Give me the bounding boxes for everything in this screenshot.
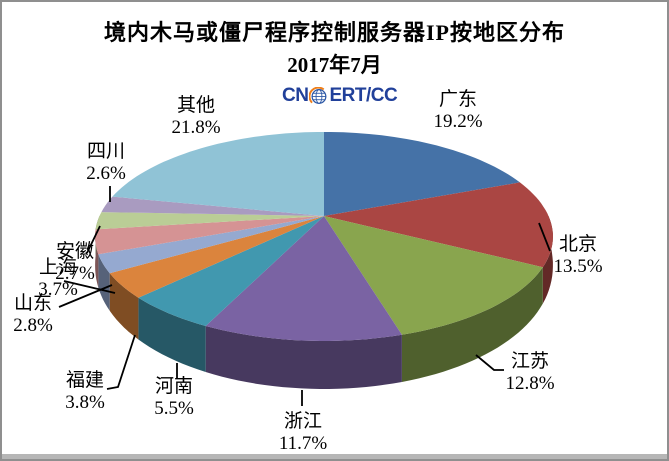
pie-label-other: 其他 21.8%	[171, 95, 220, 139]
pie-label-henan: 河南 5.5%	[154, 376, 194, 420]
pie-slice-anhui	[95, 212, 324, 230]
pie-slice-jiangsu	[324, 216, 543, 335]
pie-slice-shanghai	[95, 216, 324, 255]
globe-icon	[309, 86, 327, 104]
pie-label-beijing: 北京 13.5%	[553, 234, 602, 278]
pie-label-percent: 11.7%	[278, 433, 328, 454]
chart-subtitle: 2017年7月	[287, 53, 382, 77]
pie-slice-side-zhejiang	[205, 326, 402, 389]
pie-label-percent: 3.8%	[65, 392, 105, 413]
pie-label-jiangsu: 江苏 12.8%	[505, 351, 554, 395]
pie-label-percent: 2.6%	[86, 163, 126, 184]
pie-label-name: 河南	[154, 376, 194, 397]
pie-slice-side-jiangsu	[401, 267, 543, 382]
leader-line-anhui	[86, 225, 101, 254]
pie-label-name: 其他	[176, 95, 216, 116]
leader-line-jiangsu	[475, 354, 504, 371]
pie-slice-side-shandong	[98, 254, 110, 311]
pie-label-percent: 13.5%	[553, 256, 603, 277]
cncert-logo: CN ERT/CC	[282, 85, 398, 107]
pie-slice-other	[112, 132, 325, 216]
pie-label-name: 浙江	[283, 411, 322, 432]
pie-label-zhejiang: 浙江 11.7%	[279, 411, 327, 455]
pie-slice-sichuan	[101, 196, 325, 216]
pie-label-percent: 2.8%	[13, 315, 53, 336]
pie-label-name: 广东	[438, 89, 478, 110]
pie-label-shanghai: 上海 3.7%	[38, 257, 78, 301]
pie-slice-shandong	[98, 216, 325, 274]
pie-label-percent: 3.7%	[38, 279, 78, 300]
pie-label-percent: 2.7%	[55, 263, 95, 284]
pie-slice-henan	[138, 216, 324, 326]
bottom-edge-bar	[2, 454, 667, 459]
pie-label-name: 安徽	[55, 241, 95, 262]
pie-label-name: 北京	[558, 234, 598, 255]
leader-line-shanghai	[63, 280, 116, 294]
pie-slice-zhejiang	[205, 216, 402, 341]
pie-label-sichuan: 四川 2.6%	[86, 141, 126, 185]
pie-label-guangdong: 广东 19.2%	[433, 89, 482, 133]
pie-label-name: 上海	[38, 257, 78, 278]
pie-label-name: 福建	[65, 370, 105, 391]
pie-label-percent: 19.2%	[433, 111, 483, 132]
pie-slice-side-fujian	[109, 273, 139, 340]
pie-label-anhui: 安徽 2.7%	[55, 241, 95, 285]
logo-text-left: CN	[282, 85, 309, 106]
pie-label-name: 山东	[13, 293, 53, 314]
pie-label-percent: 5.5%	[154, 398, 194, 419]
pie-slice-fujian	[109, 216, 324, 298]
pie-slice-side-henan	[138, 297, 206, 372]
pie-slice-side-shanghai	[95, 229, 99, 288]
pie-slice-guangdong	[324, 132, 520, 216]
chart-title: 境内木马或僵尸程序控制服务器IP按地区分布	[103, 20, 565, 45]
logo-text-right: ERT/CC	[329, 85, 398, 106]
pie-slice-beijing	[324, 182, 553, 268]
leader-line-beijing	[538, 222, 551, 252]
pie-label-shandong: 山东 2.8%	[13, 293, 53, 337]
pie-label-percent: 12.8%	[505, 373, 555, 394]
pie-label-name: 四川	[86, 141, 126, 162]
leader-line-fujian	[106, 334, 136, 390]
pie-label-fujian: 福建 3.8%	[65, 370, 105, 414]
leader-line-shandong	[58, 284, 113, 308]
pie-label-name: 江苏	[510, 351, 550, 372]
pie-label-percent: 21.8%	[171, 117, 221, 138]
